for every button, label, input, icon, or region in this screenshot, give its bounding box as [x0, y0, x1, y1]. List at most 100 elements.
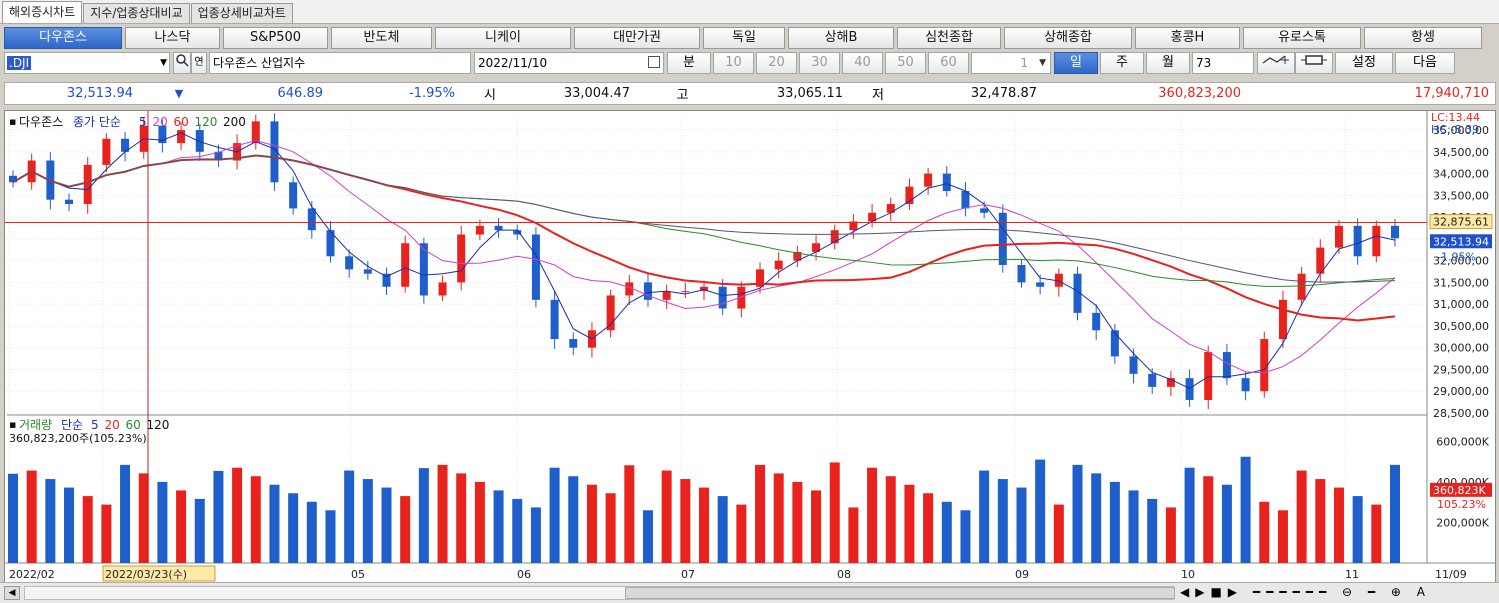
quote-low: 32,478.87 [970, 86, 1037, 101]
open-label: 시 [484, 88, 496, 103]
candle-body [326, 230, 335, 257]
volume-bar [157, 481, 168, 563]
period-day-button[interactable]: 일 [1054, 52, 1098, 74]
tab-overseas-chart[interactable]: 해외증시차트 [2, 1, 83, 23]
volume-bar [848, 507, 859, 563]
index-button-hangseng[interactable]: 항셍 [1364, 27, 1482, 49]
tab-sector-detail-compare[interactable]: 업종상세비교차트 [190, 3, 293, 23]
volume-bar [530, 507, 541, 563]
index-button-shanghai-comp[interactable]: 상해종합 [1004, 27, 1132, 49]
index-button-semiconductor[interactable]: 반도체 [331, 27, 432, 49]
candle-body [1353, 225, 1362, 257]
search-icon[interactable] [173, 52, 191, 74]
scroll-left-icon[interactable]: ◀ [4, 586, 20, 600]
volume-bar [792, 481, 803, 563]
high-label: 고 [676, 88, 689, 103]
index-button-dow[interactable]: 다우존스 [4, 27, 122, 49]
volume-bar [1371, 504, 1382, 563]
index-button-taiwan[interactable]: 대만가권 [574, 27, 700, 49]
index-button-shenzhen[interactable]: 심천종합 [897, 27, 1001, 49]
price-tick-label: 35,000,00 [1433, 124, 1489, 137]
candle-body [1054, 273, 1063, 287]
candle-body [1204, 352, 1213, 400]
chart-area[interactable]: 35,000,0034,500,0034,000,0033,500,0033,0… [4, 110, 1496, 588]
volume-bar [194, 498, 205, 563]
volume-bar [344, 470, 355, 563]
volume-bar [736, 504, 747, 563]
candle-body [868, 212, 877, 222]
index-button-germany[interactable]: 독일 [703, 27, 785, 49]
count-input[interactable]: 73 [1192, 52, 1254, 74]
multiplier-value: 1 [1020, 56, 1028, 70]
price-legend-item: 200 [223, 115, 246, 129]
top-tab-bar: 해외증시차트 지수/업종상대비교 업종상세비교차트 [0, 0, 1499, 24]
candle-body [513, 230, 522, 235]
period-week-button[interactable]: 주 [1100, 52, 1144, 74]
period-month-button[interactable]: 월 [1146, 52, 1190, 74]
playback-controls[interactable]: ◀▶■▶ ━━━━━━ ⊖ ━ ⊕ A [1180, 585, 1431, 599]
next-button[interactable]: 다음 [1395, 52, 1455, 74]
quote-high: 33,065.11 [776, 86, 843, 101]
settings-button[interactable]: 설정 [1335, 52, 1393, 74]
index-button-shanghai-b[interactable]: 상해B [788, 27, 894, 49]
candle-body [1129, 356, 1138, 374]
interval-20[interactable]: 20 [756, 52, 797, 74]
volume-bar [26, 470, 37, 563]
interval-60[interactable]: 60 [928, 52, 969, 74]
interval-40[interactable]: 40 [842, 52, 883, 74]
candle-body [1092, 312, 1101, 331]
candle-body [345, 256, 354, 270]
chevron-down-icon: ▼ [1039, 58, 1046, 68]
candle-body [1372, 225, 1381, 257]
volume-bar [941, 501, 952, 563]
index-button-sp500[interactable]: S&P500 [223, 27, 328, 49]
index-button-hongkong-h[interactable]: 홍콩H [1135, 27, 1240, 49]
multiplier-spinner[interactable]: 1 ▼ [971, 52, 1051, 74]
candle-body [569, 339, 578, 348]
candle-body [1166, 378, 1175, 387]
volume-bar [250, 476, 261, 563]
volume-info: 360,823,200주(105.23%) [9, 432, 147, 445]
price-tick-label: 29,500,00 [1433, 363, 1489, 376]
volume-bar [699, 487, 709, 563]
candle-body [961, 191, 970, 209]
index-button-nikkei[interactable]: 니케이 [435, 27, 571, 49]
candle-body [681, 291, 690, 293]
volume-bar [997, 479, 1008, 563]
trend-line-icon[interactable] [1257, 52, 1295, 74]
symbol-select[interactable]: .DJI ▼ [4, 52, 170, 74]
index-button-eurostoxx[interactable]: 유로스톡 [1243, 27, 1361, 49]
candle-body [102, 138, 111, 165]
volume-bar [680, 479, 691, 563]
candle-type-icon[interactable] [1295, 52, 1333, 74]
price-tick-label: 34,500,00 [1433, 146, 1489, 159]
scrollbar-thumb[interactable] [625, 587, 1175, 599]
interval-30[interactable]: 30 [799, 52, 840, 74]
volume-bar [1165, 507, 1176, 563]
calendar-icon[interactable] [648, 56, 660, 68]
x-axis-label: 11 [1345, 568, 1359, 581]
candle-body [158, 125, 167, 144]
price-tick-label: 31,000,00 [1433, 298, 1489, 311]
volume-bar [885, 476, 896, 563]
scrollbar-track[interactable] [24, 586, 1175, 600]
link-icon[interactable]: 연 [191, 52, 207, 74]
ma5-line [12, 132, 1396, 389]
tab-index-sector-compare[interactable]: 지수/업종상대비교 [83, 3, 190, 23]
prev-close-tag [1429, 214, 1493, 230]
lc-label: LC:13.44 [1431, 111, 1480, 124]
volume-bar [1277, 510, 1288, 563]
index-button-nasdaq[interactable]: 나스닥 [125, 27, 220, 49]
candle-body [457, 234, 466, 283]
stock-chart[interactable]: 35,000,0034,500,0034,000,0033,500,0033,0… [5, 111, 1495, 587]
interval-50[interactable]: 50 [885, 52, 926, 74]
volume-bar [755, 464, 766, 563]
volume-bar [1259, 501, 1270, 563]
quote-bar: 32,513.94 ▼ 646.89 -1.95% 시 33,004.47 고 … [4, 82, 1496, 105]
price-tick-label: 34,000,00 [1433, 168, 1489, 181]
interval-10[interactable]: 10 [713, 52, 754, 74]
candle-body [942, 173, 951, 191]
minute-button[interactable]: 분 [667, 52, 711, 74]
date-input[interactable]: 2022/11/10 [474, 52, 664, 74]
candle-body [1017, 265, 1026, 283]
